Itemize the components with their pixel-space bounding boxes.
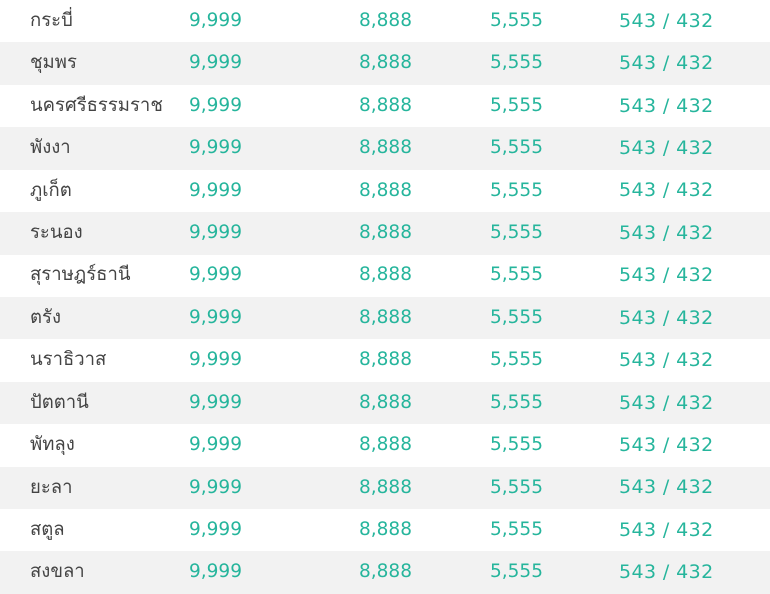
value-cell-1: 9,999 [189, 179, 242, 201]
table-row: สงขลา 9,999 8,888 5,555 543 / 432 [0, 551, 770, 594]
value-cell-1: 9,999 [189, 94, 242, 116]
value-cell-2: 8,888 [359, 137, 412, 159]
value-cell-3: 5,555 [490, 519, 543, 541]
province-name-cell: ปัตตานี [30, 391, 89, 413]
value-cell-3: 5,555 [490, 306, 543, 328]
value-cell-2: 8,888 [359, 94, 412, 116]
table-row: ปัตตานี 9,999 8,888 5,555 543 / 432 [0, 381, 770, 425]
value-cell-1: 9,999 [189, 222, 242, 244]
value-cell-2: 8,888 [359, 179, 412, 201]
province-name-cell: สตูล [30, 519, 65, 541]
table-row: ตรัง 9,999 8,888 5,555 543 / 432 [0, 296, 770, 340]
value-cell-3: 5,555 [490, 434, 543, 456]
table-row: นครศรีธรรมราช 9,999 8,888 5,555 543 / 432 [0, 85, 770, 127]
ratio-cell: 543 / 432 [619, 52, 714, 75]
value-cell-3: 5,555 [490, 179, 543, 201]
table-row: สุราษฎร์ธานี 9,999 8,888 5,555 543 / 432 [0, 255, 770, 297]
value-cell-1: 9,999 [189, 52, 242, 74]
value-cell-2: 8,888 [359, 561, 412, 583]
table-row: กระบี่ 9,999 8,888 5,555 543 / 432 [0, 0, 770, 42]
province-name-cell: สุราษฎร์ธานี [30, 264, 131, 286]
ratio-cell: 543 / 432 [619, 518, 714, 541]
table-row: พัทลุง 9,999 8,888 5,555 543 / 432 [0, 424, 770, 466]
ratio-cell: 543 / 432 [619, 9, 714, 32]
value-cell-2: 8,888 [359, 222, 412, 244]
table-row: ภูเก็ต 9,999 8,888 5,555 543 / 432 [0, 170, 770, 212]
value-cell-1: 9,999 [189, 519, 242, 541]
value-cell-1: 9,999 [189, 391, 242, 413]
ratio-cell: 543 / 432 [619, 391, 714, 414]
value-cell-2: 8,888 [359, 476, 412, 498]
table-row: ระนอง 9,999 8,888 5,555 543 / 432 [0, 212, 770, 255]
value-cell-3: 5,555 [490, 264, 543, 286]
ratio-cell: 543 / 432 [619, 221, 714, 244]
ratio-cell: 543 / 432 [619, 349, 714, 372]
province-name-cell: กระบี่ [30, 9, 73, 31]
value-cell-1: 9,999 [189, 434, 242, 456]
value-cell-3: 5,555 [490, 52, 543, 74]
ratio-cell: 543 / 432 [619, 264, 714, 287]
province-name-cell: สงขลา [30, 561, 85, 583]
value-cell-3: 5,555 [490, 476, 543, 498]
table-row: สตูล 9,999 8,888 5,555 543 / 432 [0, 509, 770, 551]
value-cell-1: 9,999 [189, 561, 242, 583]
ratio-cell: 543 / 432 [619, 476, 714, 499]
province-name-cell: นครศรีธรรมราช [30, 94, 163, 116]
province-name-cell: พังงา [30, 137, 71, 159]
table-row: ชุมพร 9,999 8,888 5,555 543 / 432 [0, 42, 770, 85]
value-cell-2: 8,888 [359, 391, 412, 413]
ratio-cell: 543 / 432 [619, 306, 714, 329]
value-cell-3: 5,555 [490, 349, 543, 371]
province-name-cell: ระนอง [30, 222, 83, 244]
value-cell-2: 8,888 [359, 264, 412, 286]
table-row: พังงา 9,999 8,888 5,555 543 / 432 [0, 127, 770, 170]
province-name-cell: ยะลา [30, 476, 73, 498]
value-cell-3: 5,555 [490, 137, 543, 159]
value-cell-1: 9,999 [189, 264, 242, 286]
province-name-cell: นราธิวาส [30, 349, 107, 371]
value-cell-1: 9,999 [189, 9, 242, 31]
ratio-cell: 543 / 432 [619, 179, 714, 202]
table-row: ยะลา 9,999 8,888 5,555 543 / 432 [0, 466, 770, 510]
value-cell-3: 5,555 [490, 9, 543, 31]
ratio-cell: 543 / 432 [619, 433, 714, 456]
value-cell-3: 5,555 [490, 222, 543, 244]
value-cell-3: 5,555 [490, 391, 543, 413]
ratio-cell: 543 / 432 [619, 94, 714, 117]
value-cell-1: 9,999 [189, 137, 242, 159]
value-cell-2: 8,888 [359, 434, 412, 456]
value-cell-3: 5,555 [490, 94, 543, 116]
value-cell-1: 9,999 [189, 306, 242, 328]
value-cell-2: 8,888 [359, 519, 412, 541]
value-cell-2: 8,888 [359, 349, 412, 371]
province-name-cell: ภูเก็ต [30, 179, 72, 201]
value-cell-1: 9,999 [189, 476, 242, 498]
ratio-cell: 543 / 432 [619, 136, 714, 159]
province-name-cell: ชุมพร [30, 52, 77, 74]
value-cell-2: 8,888 [359, 9, 412, 31]
value-cell-2: 8,888 [359, 52, 412, 74]
ratio-cell: 543 / 432 [619, 561, 714, 584]
value-cell-1: 9,999 [189, 349, 242, 371]
value-cell-3: 5,555 [490, 561, 543, 583]
table-row: นราธิวาส 9,999 8,888 5,555 543 / 432 [0, 339, 770, 381]
value-cell-2: 8,888 [359, 306, 412, 328]
province-name-cell: ตรัง [30, 306, 61, 328]
province-name-cell: พัทลุง [30, 434, 75, 456]
